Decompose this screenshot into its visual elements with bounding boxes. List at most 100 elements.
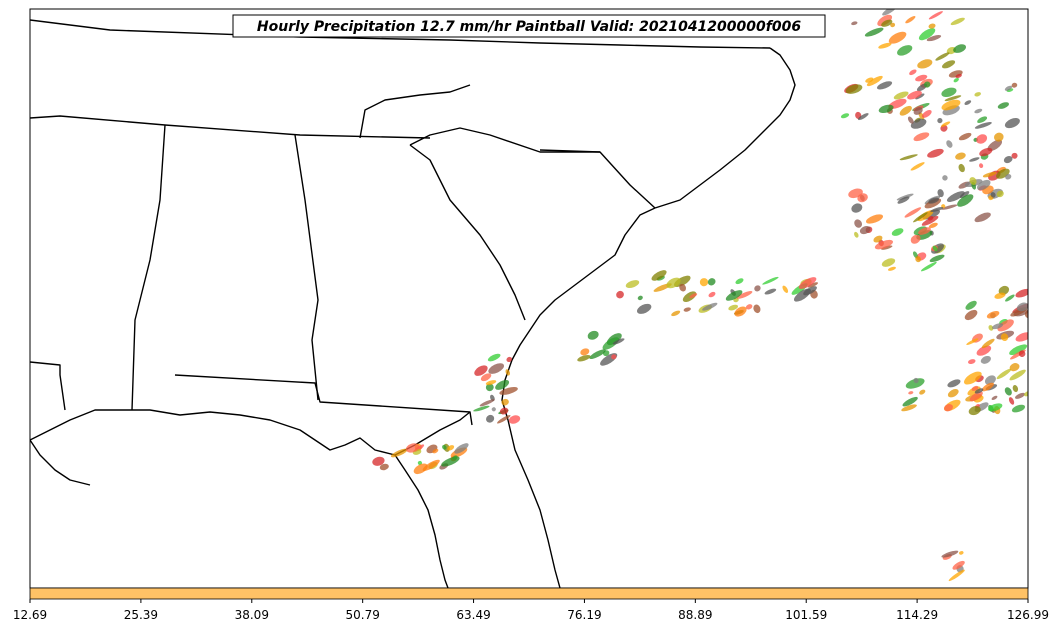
paintball-blob [874,239,893,250]
paintball-blob [953,44,967,53]
paintball-blob [702,302,718,311]
paintball-blob [1015,392,1025,399]
paintball-blob [913,377,919,384]
paintball-blob [508,415,521,424]
paintball-blob [964,309,978,321]
paintball-blob [857,193,868,203]
paintball-blob [986,311,1000,319]
paintball-blob [952,560,965,570]
paintball-blob [941,99,961,111]
paintball-blob [980,355,991,364]
paintball-blob [447,445,455,451]
paintball-blob [636,303,652,314]
paintball-blob [981,382,994,392]
paintball-blob [928,11,943,20]
paintball-blob [671,310,681,317]
paintball-blob [923,81,931,88]
paintball-blob [1009,344,1028,356]
paintball-blob [881,19,893,27]
paintball-blob [499,387,518,395]
paintball-blob [442,444,447,450]
paintball-blob [1015,332,1028,342]
paintball-blob [1003,156,1013,164]
paintball-blob [899,154,918,161]
paintball-blob [947,389,959,398]
paintball-blob [915,256,921,263]
paintball-blob [928,222,938,229]
paintball-blob [958,163,965,173]
paintball-blob [996,368,1012,380]
paintball-blob [764,288,777,295]
paintball-blob [910,234,921,244]
paintball-blob [907,116,914,124]
paintball-blob [1012,385,1019,393]
paintball-blob [1024,310,1028,319]
paintball-blob [942,60,956,69]
paintball-blob [372,456,385,466]
paintball-blob [974,388,984,394]
paintball-blob [625,280,640,289]
paintball-blob [390,448,408,458]
paintball-blob [919,389,926,395]
paintball-blob [798,277,817,289]
paintball-blob [637,295,643,301]
paintball-blob [974,92,981,97]
colorbar-ticks: 12.69 25.39 38.09 50.79 63.49 76.19 88.89 101.5… [13,599,1049,622]
paintball-blob [971,385,979,391]
paintball-blob [1011,404,1026,413]
paintball-blob [1004,85,1013,91]
paintball-blob [997,319,1014,332]
paintball-blob [930,207,944,213]
paintball-blob [1000,333,1009,342]
paintball-blob [992,323,1004,330]
paintball-blob [904,207,922,218]
paintball-blob [488,363,505,374]
paintball-blob [1018,350,1026,358]
paintball-blob [910,162,925,171]
paintball-blob [915,93,925,100]
paintball-blob [921,109,932,118]
paintball-blob [974,108,983,114]
paintball-blob [984,375,996,385]
colorbar-tick-label: 114.29 [896,608,938,622]
colorbar-tick-label: 25.39 [124,608,158,622]
paintball-blob [899,105,912,116]
paintball-blob [873,235,883,243]
paintball-blob [454,443,469,454]
paintball-blob [762,276,779,285]
paintball-blob [602,337,620,350]
paintball-blob [881,258,896,267]
paintball-blob [969,157,980,162]
paintball-blob [405,443,420,453]
paintball-blob [887,266,896,271]
paintball-blob [955,73,962,79]
map-title: Hourly Precipitation 12.7 mm/hr Paintbal… [257,19,801,35]
paintball-blob [485,380,497,386]
paintball-blob [917,210,934,222]
paintball-blob [968,405,981,416]
paintball-blob [941,204,958,210]
paintball-blob [754,285,761,292]
paintball-blob [736,291,753,299]
paintball-blob [957,194,974,207]
paintball-blob [946,140,953,148]
paintball-blob [1011,152,1018,159]
paintball-blob [612,338,625,345]
paintball-blob [1004,387,1012,396]
paintball-blob [993,132,1004,142]
paintball-blob [942,175,948,181]
paintball-blob [947,379,961,388]
paintball-blob [611,354,617,360]
paintball-blob [927,215,934,221]
paintball-blob [929,254,945,263]
paintball-blob [907,90,922,100]
paintball-blob [918,227,931,235]
paintball-blob [878,42,892,49]
paintball-blob [928,23,936,29]
paintball-blob [905,16,916,24]
paintball-blob [942,0,958,5]
paintball-blob [976,345,992,356]
paintball-blob [969,391,983,402]
precipitation-paintballs [372,0,1028,582]
